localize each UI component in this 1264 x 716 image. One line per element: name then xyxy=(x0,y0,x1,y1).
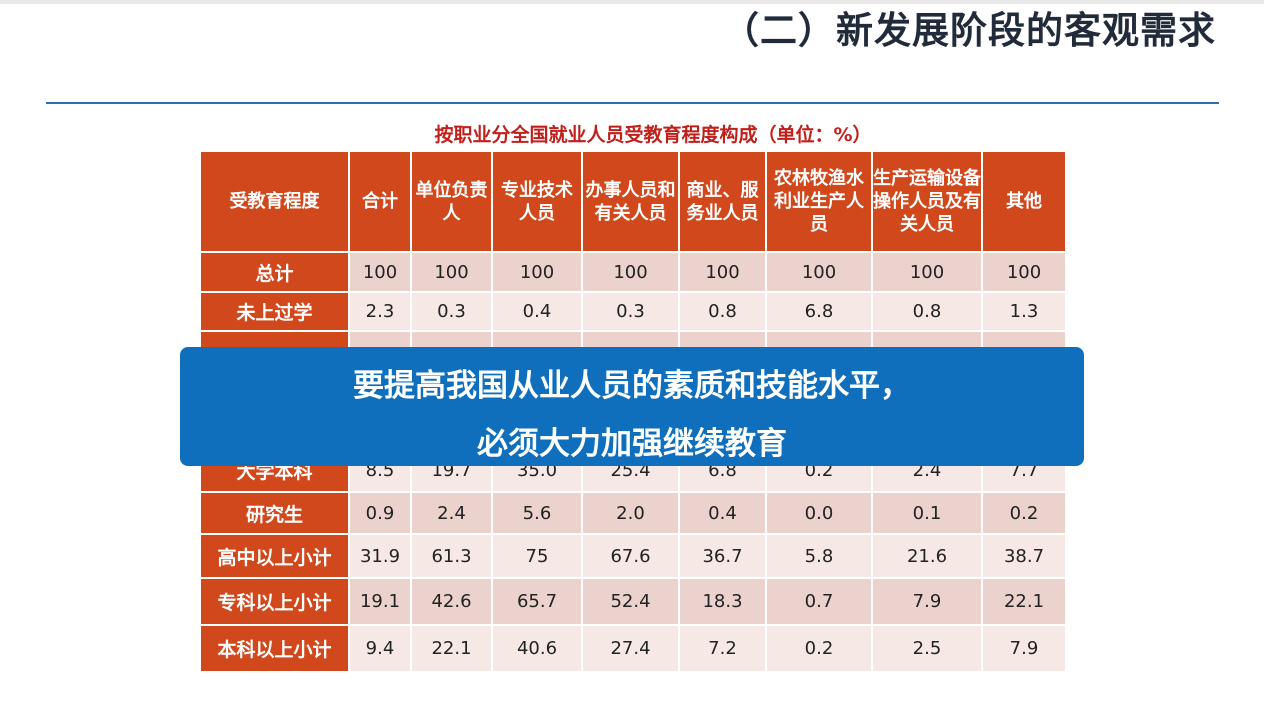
table-cell: 100 xyxy=(981,251,1067,293)
table-cell: 5.6 xyxy=(491,491,583,535)
table-cell: 40.6 xyxy=(491,624,583,673)
table-cell: 100 xyxy=(765,251,873,293)
table-cell: 100 xyxy=(678,251,767,293)
table-cell: 75 xyxy=(491,533,583,579)
table-cell: 21.6 xyxy=(871,533,983,579)
table-cell: 65.7 xyxy=(491,577,583,626)
header-cell: 办事人员和有关人员 xyxy=(581,150,680,253)
row-label: 研究生 xyxy=(199,491,350,535)
table-cell: 52.4 xyxy=(581,577,680,626)
table-cell: 0.7 xyxy=(765,577,873,626)
table-cell: 0.0 xyxy=(765,491,873,535)
callout-line-2: 必须大力加强继续教育 xyxy=(477,426,787,462)
table-cell: 36.7 xyxy=(678,533,767,579)
row-label: 总计 xyxy=(199,251,350,293)
table-row: 专科以上小计 19.1 42.6 65.7 52.4 18.3 0.7 7.9 22.1 xyxy=(199,577,1067,626)
table-cell: 0.8 xyxy=(678,291,767,332)
header-cell: 受教育程度 xyxy=(199,150,350,253)
table-cell: 9.4 xyxy=(348,624,412,673)
table-row: 本科以上小计 9.4 22.1 40.6 27.4 7.2 0.2 2.5 7.9 xyxy=(199,624,1067,673)
table-cell: 0.4 xyxy=(491,291,583,332)
table-cell: 27.4 xyxy=(581,624,680,673)
top-strip xyxy=(0,0,1264,4)
table-cell: 100 xyxy=(871,251,983,293)
table-cell: 0.9 xyxy=(348,491,412,535)
slide-title: （二）新发展阶段的客观需求 xyxy=(722,9,1216,52)
header-cell: 单位负责人 xyxy=(410,150,493,253)
row-label: 未上过学 xyxy=(199,291,350,332)
table-cell: 0.3 xyxy=(581,291,680,332)
table-cell: 2.3 xyxy=(348,291,412,332)
table-row: 未上过学 2.3 0.3 0.4 0.3 0.8 6.8 0.8 1.3 xyxy=(199,291,1067,332)
table-cell: 22.1 xyxy=(981,577,1067,626)
table-cell: 2.0 xyxy=(581,491,680,535)
header-cell: 其他 xyxy=(981,150,1067,253)
row-label: 专科以上小计 xyxy=(199,577,350,626)
row-label: 本科以上小计 xyxy=(199,624,350,673)
table-cell: 61.3 xyxy=(410,533,493,579)
table-cell: 100 xyxy=(410,251,493,293)
table-cell: 0.2 xyxy=(765,624,873,673)
header-cell: 生产运输设备操作人员及有关人员 xyxy=(871,150,983,253)
table-caption: 按职业分全国就业人员受教育程度构成（单位：%） xyxy=(434,124,872,146)
table-cell: 0.2 xyxy=(981,491,1067,535)
table-cell: 0.1 xyxy=(871,491,983,535)
table-cell: 18.3 xyxy=(678,577,767,626)
table-cell: 67.6 xyxy=(581,533,680,579)
header-cell: 商业、服务业人员 xyxy=(678,150,767,253)
table-cell: 38.7 xyxy=(981,533,1067,579)
table-cell: 19.1 xyxy=(348,577,412,626)
table-cell: 7.2 xyxy=(678,624,767,673)
table-row: 高中以上小计 31.9 61.3 75 67.6 36.7 5.8 21.6 38.7 xyxy=(199,533,1067,579)
table-cell: 0.8 xyxy=(871,291,983,332)
header-cell: 专业技术人员 xyxy=(491,150,583,253)
table-row: 总计 100 100 100 100 100 100 100 100 xyxy=(199,251,1067,293)
table-cell: 6.8 xyxy=(765,291,873,332)
header-cell: 合计 xyxy=(348,150,412,253)
table-cell: 2.4 xyxy=(410,491,493,535)
table-header-row: 受教育程度 合计 单位负责人 专业技术人员 办事人员和有关人员 商业、服务业人员… xyxy=(199,150,1067,253)
table-row: 研究生 0.9 2.4 5.6 2.0 0.4 0.0 0.1 0.2 xyxy=(199,491,1067,535)
table-cell: 1.3 xyxy=(981,291,1067,332)
table-cell: 100 xyxy=(348,251,412,293)
row-label: 高中以上小计 xyxy=(199,533,350,579)
callout-line-1: 要提高我国从业人员的素质和技能水平， xyxy=(353,368,911,404)
table-cell: 2.5 xyxy=(871,624,983,673)
table-cell: 100 xyxy=(581,251,680,293)
table-cell: 0.3 xyxy=(410,291,493,332)
table-cell: 100 xyxy=(491,251,583,293)
table-cell: 5.8 xyxy=(765,533,873,579)
table-cell: 0.4 xyxy=(678,491,767,535)
table-cell: 7.9 xyxy=(871,577,983,626)
table-cell: 22.1 xyxy=(410,624,493,673)
table-cell: 42.6 xyxy=(410,577,493,626)
title-divider xyxy=(46,102,1219,104)
callout-banner: 要提高我国从业人员的素质和技能水平， 必须大力加强继续教育 xyxy=(180,347,1084,466)
table-cell: 7.9 xyxy=(981,624,1067,673)
table-cell: 31.9 xyxy=(348,533,412,579)
header-cell: 农林牧渔水利业生产人员 xyxy=(765,150,873,253)
